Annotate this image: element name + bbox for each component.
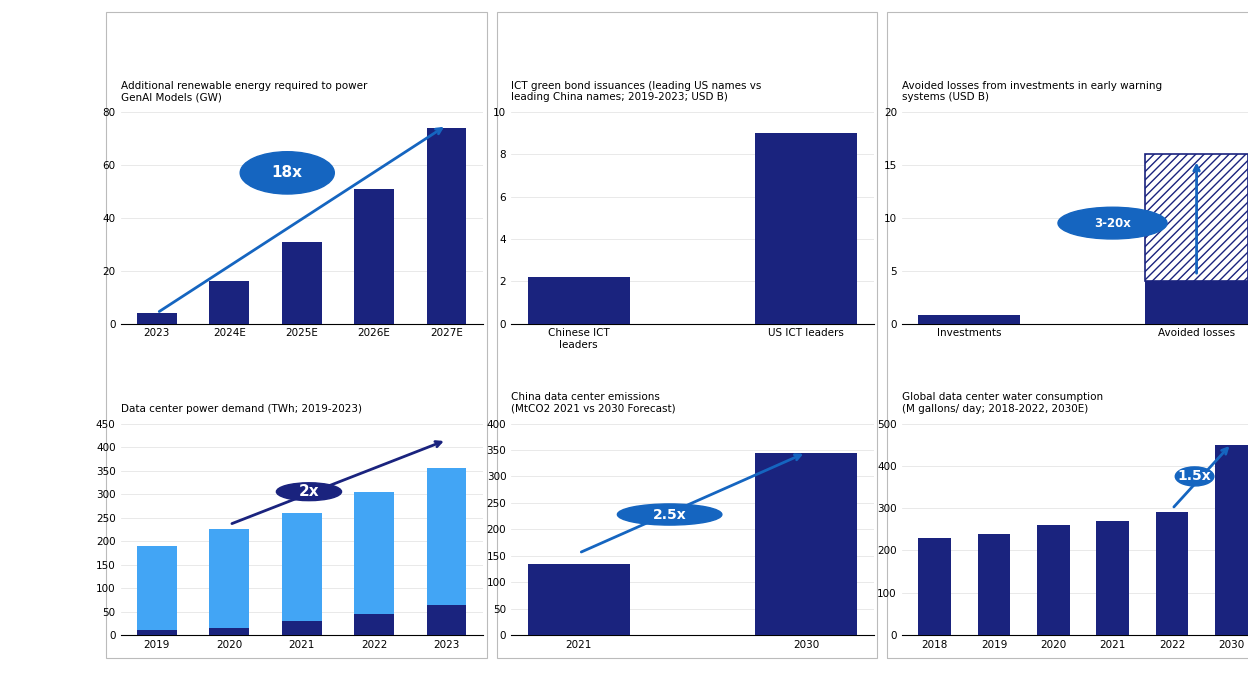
Ellipse shape	[1058, 207, 1167, 239]
Bar	[210, 281, 250, 323]
Text: 3-20x: 3-20x	[1094, 216, 1131, 230]
Bar	[282, 621, 322, 635]
Bar	[354, 189, 394, 323]
Text: Additional renewable energy required to power
GenAI Models (GW): Additional renewable energy required to …	[121, 80, 367, 102]
Bar	[427, 468, 467, 635]
Bar	[137, 546, 177, 635]
Bar	[427, 605, 467, 635]
Text: 2x: 2x	[298, 484, 319, 499]
Bar	[282, 241, 322, 323]
Bar	[919, 315, 1021, 323]
Ellipse shape	[1176, 467, 1214, 486]
Text: 18x: 18x	[272, 165, 303, 181]
Bar	[977, 533, 1011, 635]
Bar	[1156, 512, 1188, 635]
Text: Data center power demand (TWh; 2019-2023): Data center power demand (TWh; 2019-2023…	[121, 404, 362, 414]
Text: Opportunities
enabled by AI: Opportunities enabled by AI	[9, 197, 101, 225]
Bar	[1146, 154, 1248, 281]
Bar	[137, 631, 177, 635]
Bar	[1037, 525, 1070, 635]
Bar	[919, 538, 951, 635]
Bar	[755, 133, 857, 323]
Bar	[282, 513, 322, 635]
Bar	[210, 529, 250, 635]
Text: Mitigation: Mitigation	[245, 23, 348, 41]
Bar	[354, 614, 394, 635]
Text: Transition: Transition	[636, 23, 738, 41]
Text: China data center emissions
(MtCO2 2021 vs 2030 Forecast): China data center emissions (MtCO2 2021 …	[512, 392, 676, 414]
Ellipse shape	[618, 504, 721, 525]
Bar	[528, 564, 630, 635]
Text: Global data center water consumption
(M gallons/ day; 2018-2022, 2030E): Global data center water consumption (M …	[902, 392, 1103, 414]
Ellipse shape	[276, 483, 342, 500]
Bar	[354, 491, 394, 635]
Bar	[1096, 521, 1129, 635]
Text: ICT green bond issuances (leading US names vs
leading China names; 2019-2023; US: ICT green bond issuances (leading US nam…	[512, 80, 761, 102]
Bar	[427, 128, 467, 323]
Bar	[210, 628, 250, 635]
Text: Avoided losses from investments in early warning
systems (USD B): Avoided losses from investments in early…	[902, 80, 1162, 102]
Text: 2.5x: 2.5x	[653, 508, 686, 522]
Bar	[1216, 444, 1248, 635]
Bar	[528, 277, 630, 323]
Text: 1.5x: 1.5x	[1178, 470, 1212, 484]
Bar	[137, 313, 177, 323]
Bar	[755, 453, 857, 635]
Ellipse shape	[240, 152, 334, 194]
Bar	[1146, 281, 1248, 323]
Text: Potential
risks from AI
growth: Potential risks from AI growth	[12, 502, 97, 545]
Text: Adaptation: Adaptation	[1022, 23, 1133, 41]
